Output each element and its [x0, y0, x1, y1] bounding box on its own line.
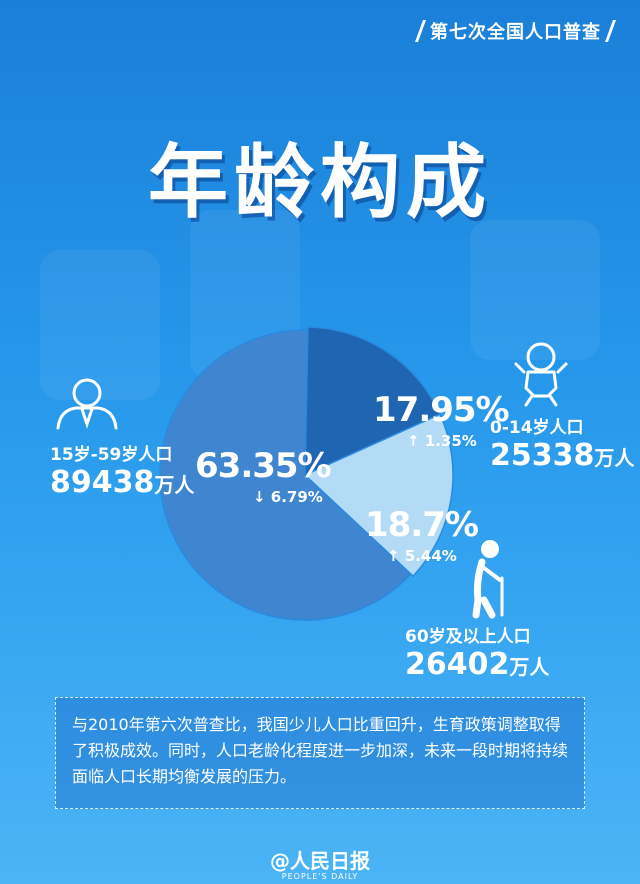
slice-label-60-plus: 18.7% ↑ 5.44% [365, 505, 479, 565]
group-name-15-59: 15岁-59岁人口 [50, 445, 173, 465]
summary-note: 与2010年第六次普查比，我国少儿人口比重回升，生育政策调整取得了积极成效。同时… [55, 697, 585, 809]
logo-sub: PEOPLE'S DAILY [281, 872, 359, 881]
callout-0-14: 0-14岁人口 25338万人 [490, 413, 634, 473]
population-15-59: 89438 [50, 465, 155, 500]
percent-label-15-59: 63.35% [195, 446, 332, 486]
change-label-60-plus: ↑ 5.44% [387, 547, 457, 565]
background-shape [470, 220, 600, 360]
change-label-0-14: ↑ 1.35% [407, 432, 477, 450]
group-name-60-plus: 60岁及以上人口 [405, 627, 531, 647]
pie-slice-15-59 [159, 329, 412, 621]
background-shape [40, 250, 160, 400]
unit-label: 万人 [509, 655, 550, 679]
census-tag: 第七次全国人口普查 [414, 18, 617, 44]
group-value-0-14: 25338万人 [490, 438, 634, 473]
population-0-14: 25338 [490, 438, 595, 473]
unit-label: 万人 [154, 473, 195, 497]
pie-slice-0-14 [304, 326, 441, 477]
baby-icon [514, 342, 568, 407]
percent-label-0-14: 17.95% [373, 390, 510, 430]
slice-label-15-59: 63.35% ↓ 6.79% [195, 446, 332, 506]
callout-15-59: 15岁-59岁人口 89438万人 [50, 440, 194, 500]
group-value-60-plus: 26402万人 [405, 647, 549, 682]
slice-label-0-14: 17.95% ↑ 1.35% [373, 390, 510, 450]
logo: @人民日报 PEOPLE'S DAILY [0, 845, 640, 881]
percent-label-60-plus: 18.7% [365, 505, 479, 545]
census-tag-text: 第七次全国人口普查 [430, 22, 601, 43]
change-label-15-59: ↓ 6.79% [253, 488, 323, 506]
callout-60-plus: 60岁及以上人口 26402万人 [405, 622, 549, 682]
logo-main: @人民日报 [270, 849, 370, 873]
pie-slice-60-plus [303, 413, 454, 578]
group-name-0-14: 0-14岁人口 [490, 418, 584, 438]
population-60-plus: 26402 [405, 647, 510, 682]
adult-icon [56, 378, 118, 430]
group-value-15-59: 89438万人 [50, 465, 194, 500]
elderly-icon [472, 540, 504, 619]
unit-label: 万人 [594, 446, 635, 470]
page-title: 年龄构成 [148, 136, 492, 229]
